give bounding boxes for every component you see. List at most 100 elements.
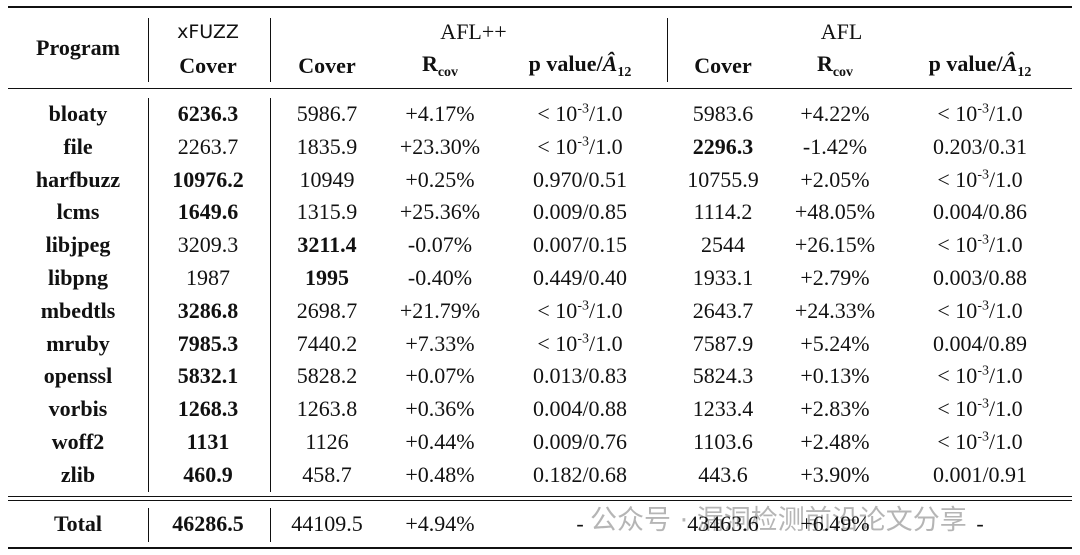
cell-text: xFUZZ xyxy=(177,21,239,43)
cell-text: 0.007/0.15 xyxy=(532,232,628,258)
data-cell: 5983.6 xyxy=(693,101,754,127)
data-cell: 0.007/0.15 xyxy=(533,232,627,258)
cell-text: 0.004/0.88 xyxy=(532,396,628,422)
cell-sub: 12 xyxy=(617,65,632,81)
cell-text: 0.009/0.85 xyxy=(532,199,628,225)
data-cell: 2544 xyxy=(701,232,745,258)
cell-sub: 12 xyxy=(1017,65,1032,81)
cell-text: 0.013/0.83 xyxy=(532,363,628,389)
program-name: mruby xyxy=(46,331,110,357)
data-cell: 7587.9 xyxy=(693,331,754,357)
program-name: zlib xyxy=(61,462,95,488)
data-cell: < 10-3/1.0 xyxy=(937,363,1022,389)
cell-rest: /1.0 xyxy=(988,297,1023,323)
data-cell: 2263.7 xyxy=(178,134,239,160)
cell-text: libpng xyxy=(48,265,108,290)
cell-text: 0.970/0.51 xyxy=(532,166,628,192)
cell-sup: -3 xyxy=(977,429,989,445)
data-cell: < 10-3/1.0 xyxy=(937,167,1022,193)
cell-text: +2.05% xyxy=(800,166,870,192)
cell-base: < 10 xyxy=(937,363,978,389)
cell-sub: cov xyxy=(437,65,459,81)
header-column: Rcov xyxy=(817,51,853,81)
cell-text: +0.44% xyxy=(405,429,475,454)
cell-text: 1649.6 xyxy=(177,199,239,225)
col-sep xyxy=(667,18,668,82)
program-name: openssl xyxy=(44,363,112,389)
cell-sup: -3 xyxy=(577,298,589,314)
cell-text: 1315.9 xyxy=(296,199,358,225)
cell-text: 0.009/0.76 xyxy=(532,429,628,454)
data-cell: 2643.7 xyxy=(693,298,754,324)
data-cell: 1131 xyxy=(187,429,230,455)
total-cell: +4.94% xyxy=(405,511,474,537)
cell-text: 43463.6 xyxy=(687,511,759,536)
header-column: Rcov xyxy=(422,51,458,81)
cell-text: +4.94% xyxy=(405,511,475,536)
cell-text: 3209.3 xyxy=(177,232,239,258)
program-name: mbedtls xyxy=(41,298,116,324)
cell-rest: /1.0 xyxy=(988,101,1023,126)
cell-text: 10976.2 xyxy=(172,166,244,192)
data-cell: +48.05% xyxy=(795,199,875,225)
cell-hat: Â xyxy=(602,50,618,76)
cell-text: +0.13% xyxy=(800,363,870,389)
cell-text: 1995 xyxy=(305,265,349,290)
cell-text: mbedtls xyxy=(40,297,116,323)
cell-sup: -3 xyxy=(977,298,989,314)
header-column: p value/Â12 xyxy=(529,51,632,81)
cell-text: 5832.1 xyxy=(177,363,239,389)
header-program: Program xyxy=(36,35,120,61)
cell-text: +2.83% xyxy=(800,396,870,422)
cell-text: Cover xyxy=(179,53,237,78)
col-sep xyxy=(270,18,271,82)
cell-text: +5.24% xyxy=(800,330,870,356)
cell-hat: Â xyxy=(1002,50,1018,76)
cell-sub: cov xyxy=(832,65,854,81)
cell-rest: /1.0 xyxy=(588,133,623,159)
cell-sup: -3 xyxy=(577,134,589,150)
data-cell: 0.003/0.88 xyxy=(933,265,1027,291)
cell-text: 46286.5 xyxy=(172,511,244,536)
data-cell: < 10-3/1.0 xyxy=(537,134,622,160)
cell-text: 1987 xyxy=(186,265,230,290)
header-rule xyxy=(8,88,1072,89)
data-cell: 443.6 xyxy=(698,462,748,488)
cell-text: 3211.4 xyxy=(297,232,357,258)
data-cell: 0.449/0.40 xyxy=(533,265,627,291)
cell-text: +6.49% xyxy=(800,511,870,536)
cell-base: < 10 xyxy=(937,396,978,422)
cell-text: 2544 xyxy=(701,232,745,258)
cell-text: +21.79% xyxy=(399,297,481,323)
data-cell: 1995 xyxy=(305,265,349,291)
top-rule xyxy=(8,6,1072,8)
col-sep xyxy=(148,98,149,492)
cell-text: 5824.3 xyxy=(692,363,754,389)
cell-base: < 10 xyxy=(937,232,978,258)
data-cell: 10949 xyxy=(300,167,355,193)
data-cell: +0.48% xyxy=(405,462,474,488)
cell-rest: /1.0 xyxy=(588,330,623,356)
data-cell: +2.48% xyxy=(800,429,869,455)
program-name: woff2 xyxy=(52,429,105,455)
cell-rest: /1.0 xyxy=(988,396,1023,422)
total-cell: 43463.6 xyxy=(687,511,759,537)
cell-text: +0.07% xyxy=(405,363,475,389)
data-cell: 2698.7 xyxy=(297,298,358,324)
cell-text: 458.7 xyxy=(302,461,352,487)
data-cell: +0.07% xyxy=(405,363,474,389)
data-cell: < 10-3/1.0 xyxy=(937,298,1022,324)
cell-text: - xyxy=(576,511,584,536)
cell-text: zlib xyxy=(60,461,96,487)
cell-text: 1268.3 xyxy=(177,396,239,422)
cell-sup: -3 xyxy=(977,364,989,380)
cell-text: 5828.2 xyxy=(296,363,358,389)
data-cell: 0.182/0.68 xyxy=(533,462,627,488)
data-cell: +21.79% xyxy=(400,298,480,324)
data-cell: +4.22% xyxy=(800,101,869,127)
data-cell: 458.7 xyxy=(302,462,352,488)
data-cell: 1987 xyxy=(186,265,230,291)
data-cell: 1114.2 xyxy=(694,199,753,225)
cell-text: 0.203/0.31 xyxy=(932,133,1028,159)
